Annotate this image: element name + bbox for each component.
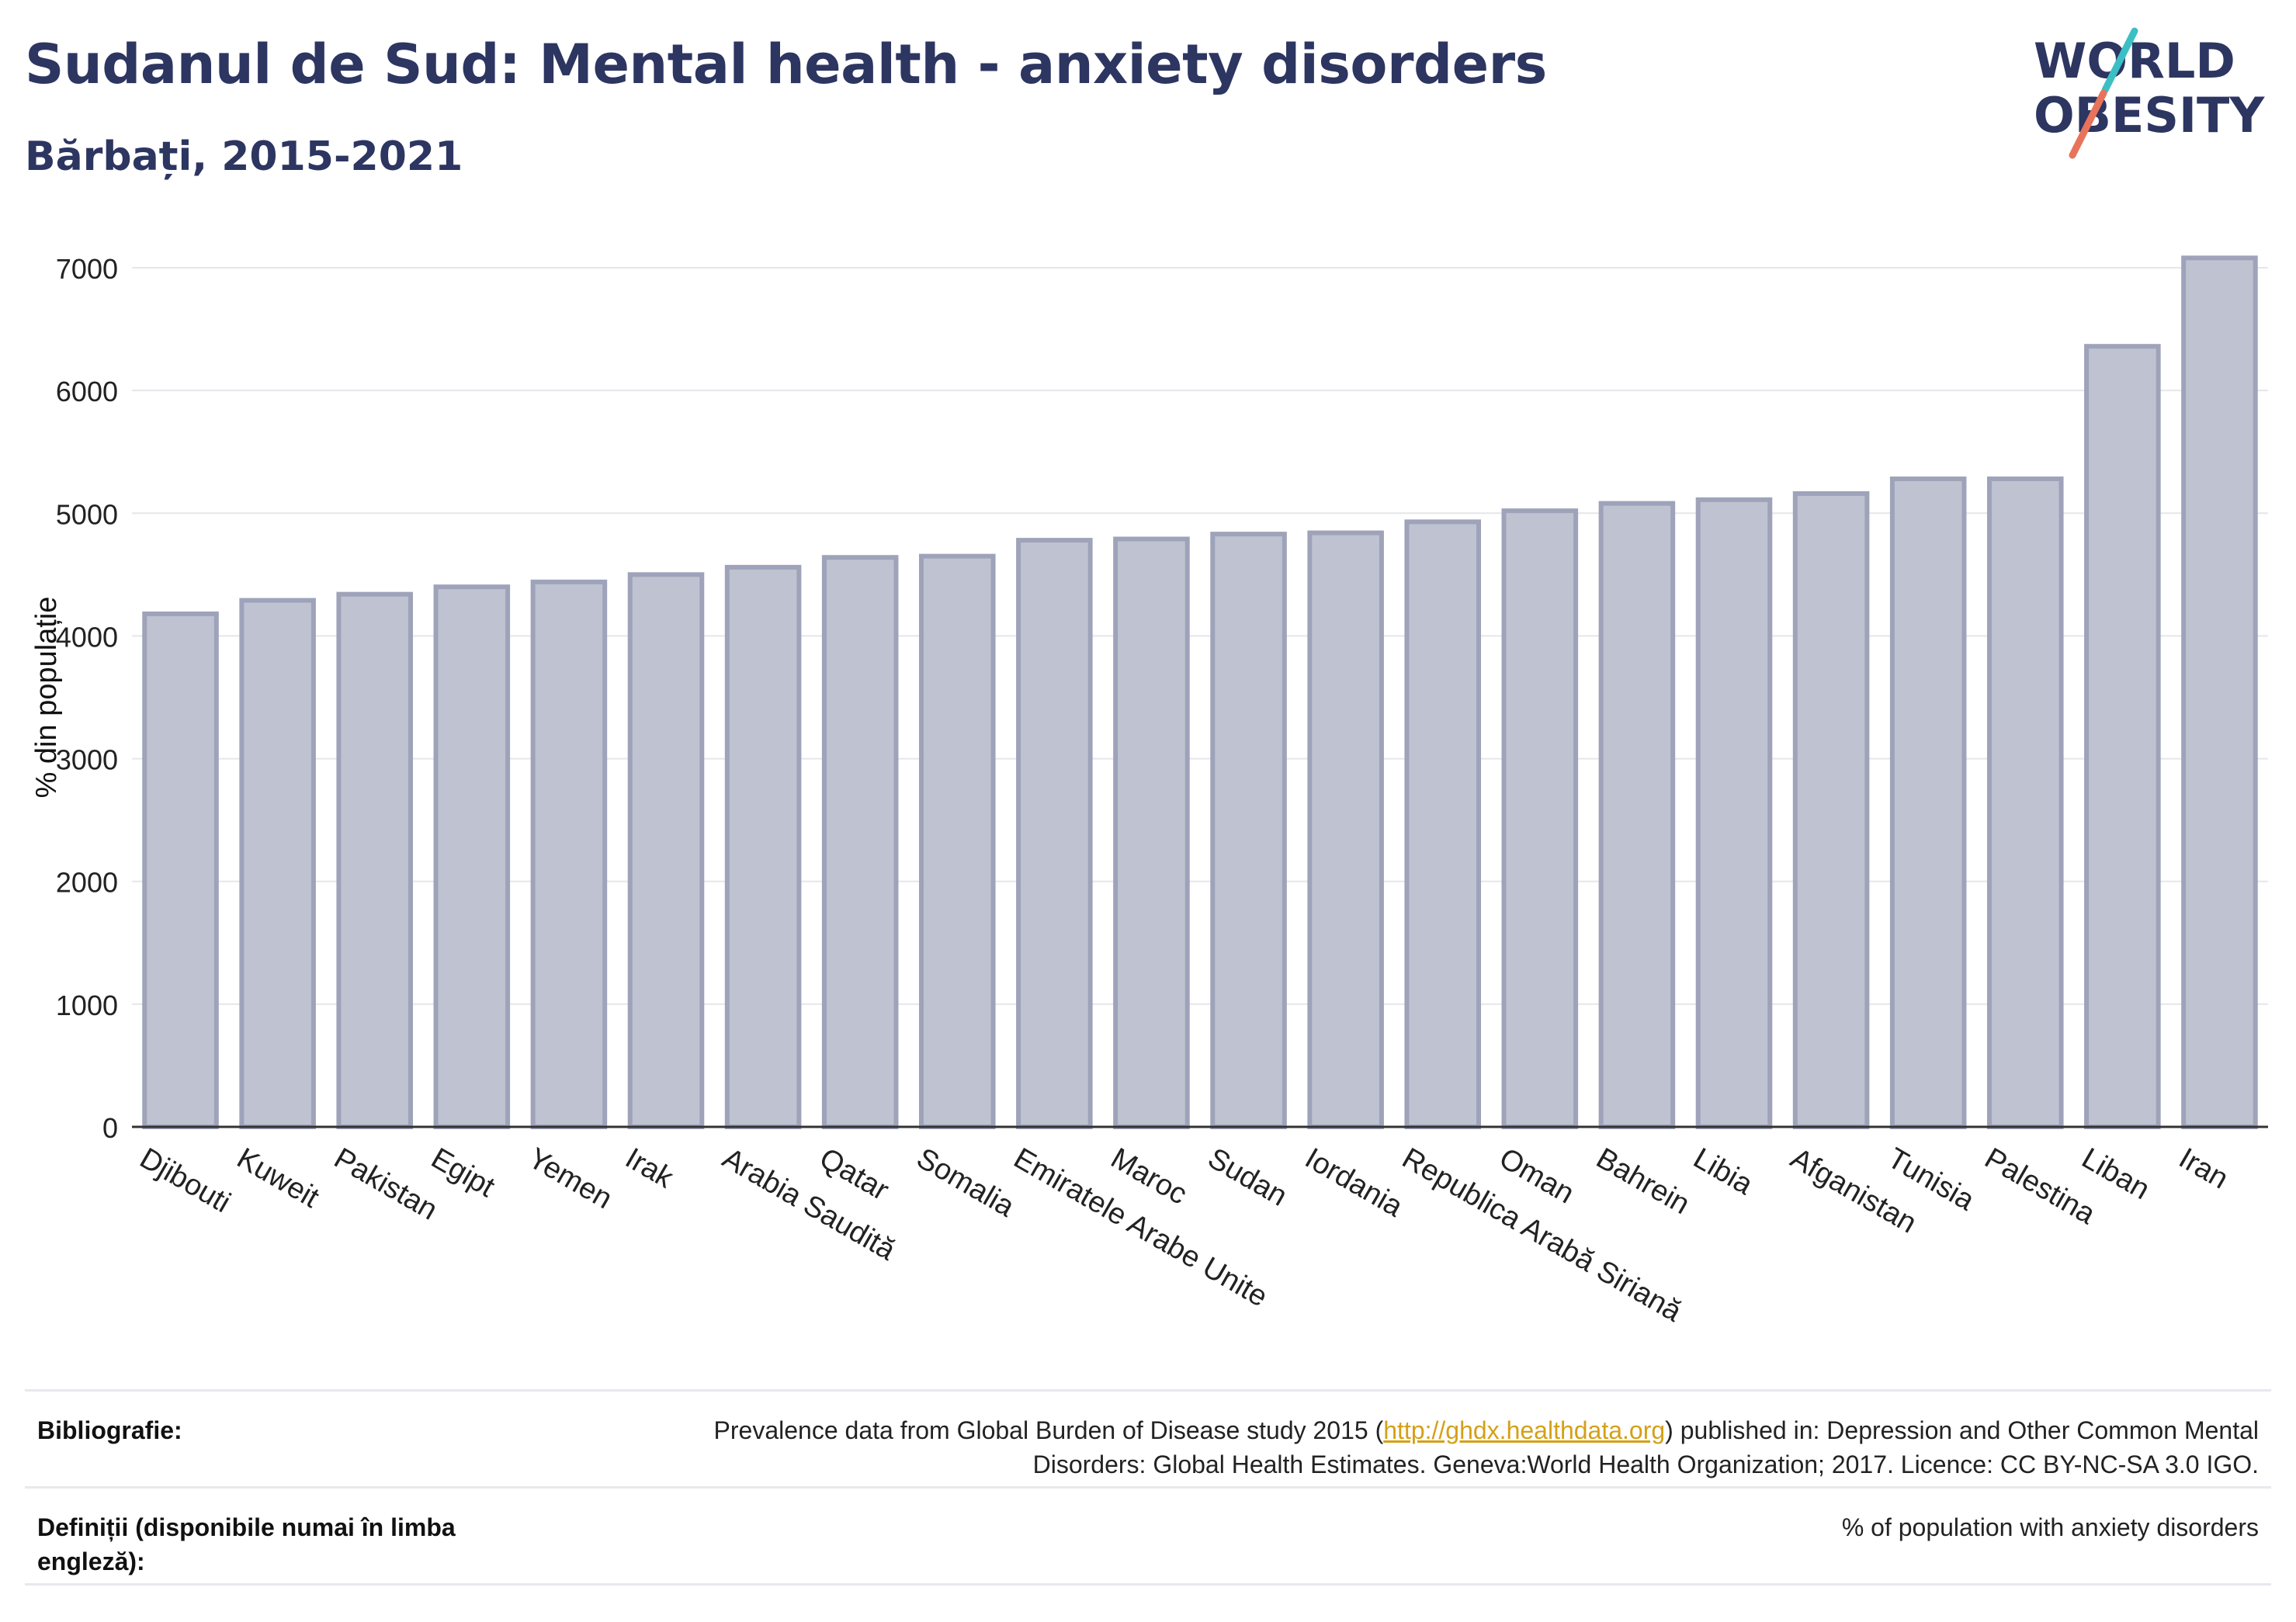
bibliography-text: Prevalence data from Global Burden of Di… <box>713 1416 2259 1478</box>
definitions-label: Definiții (disponibile numai în limba en… <box>37 1513 456 1575</box>
y-tick-label: 2000 <box>56 867 118 899</box>
bar <box>433 584 511 1129</box>
definitions-text: % of population with anxiety disorders <box>1841 1513 2259 1541</box>
y-tick-label: 1000 <box>56 989 118 1021</box>
bibliography-label: Bibliografie: <box>37 1416 182 1444</box>
bar <box>336 591 414 1129</box>
bar <box>239 598 316 1129</box>
y-tick-label: 7000 <box>56 253 118 285</box>
logo-line2: OBESITY <box>2034 87 2265 144</box>
bar <box>2084 344 2161 1129</box>
page-subtitle: Bărbați, 2015-2021 <box>25 133 463 180</box>
bar <box>1404 519 1482 1129</box>
x-tick-label: Libia <box>1688 1142 1759 1201</box>
bibliography-row: Bibliografie: Prevalence data from Globa… <box>25 1389 2271 1486</box>
bar <box>821 555 899 1129</box>
y-tick-label: 5000 <box>56 498 118 530</box>
bar <box>1210 532 1287 1129</box>
source-link[interactable]: http://ghdx.healthdata.org <box>1383 1416 1666 1444</box>
bar <box>1986 477 2064 1129</box>
bar <box>1307 530 1384 1129</box>
y-axis-label: % din populație <box>30 597 63 799</box>
footer: Bibliografie: Prevalence data from Globa… <box>25 1389 2271 1586</box>
bar <box>1113 536 1190 1129</box>
x-tick-label: Iordania <box>1299 1142 1409 1223</box>
y-tick-label: 4000 <box>56 621 118 653</box>
bar <box>1889 477 1967 1129</box>
x-tick-label: Yemen <box>522 1142 617 1215</box>
logo-line1: WORLD <box>2034 33 2235 89</box>
x-tick-label: Irak <box>620 1142 680 1195</box>
x-tick-label: Djibouti <box>134 1142 236 1219</box>
bar <box>918 553 996 1129</box>
logo-slash-coral <box>2069 89 2107 159</box>
bar <box>1016 538 1093 1129</box>
bar <box>1695 497 1773 1129</box>
bar <box>2181 255 2258 1130</box>
x-tick-label: Palestina <box>1979 1142 2101 1231</box>
bar <box>142 611 219 1129</box>
y-tick-label: 3000 <box>56 744 118 776</box>
bar <box>1598 501 1676 1129</box>
y-tick-label: 0 <box>102 1112 118 1144</box>
x-tick-label: Pakistan <box>328 1142 442 1226</box>
x-tick-label: Iran <box>2173 1142 2234 1195</box>
bar <box>724 564 802 1129</box>
bar <box>627 572 705 1129</box>
page-title: Sudanul de Sud: Mental health - anxiety … <box>25 33 1547 96</box>
x-tick-label: Bahrein <box>1590 1142 1694 1221</box>
bar <box>1792 490 1870 1129</box>
x-tick-label: Kuweit <box>231 1142 324 1215</box>
bar-chart: 0 1000 2000 3000 4000 5000 6000 7000 % din popul… <box>30 253 2268 1329</box>
y-tick-label: 6000 <box>56 376 118 407</box>
bar <box>530 579 608 1129</box>
x-tick-label: Somalia <box>911 1142 1021 1223</box>
x-tick-label: Sudan <box>1202 1142 1292 1212</box>
world-obesity-logo: WORLD OBESITY <box>2034 27 2265 159</box>
definitions-row: Definiții (disponibile numai în limba en… <box>25 1486 2271 1586</box>
bar <box>1501 508 1579 1129</box>
logo-slash-teal <box>2101 27 2138 94</box>
